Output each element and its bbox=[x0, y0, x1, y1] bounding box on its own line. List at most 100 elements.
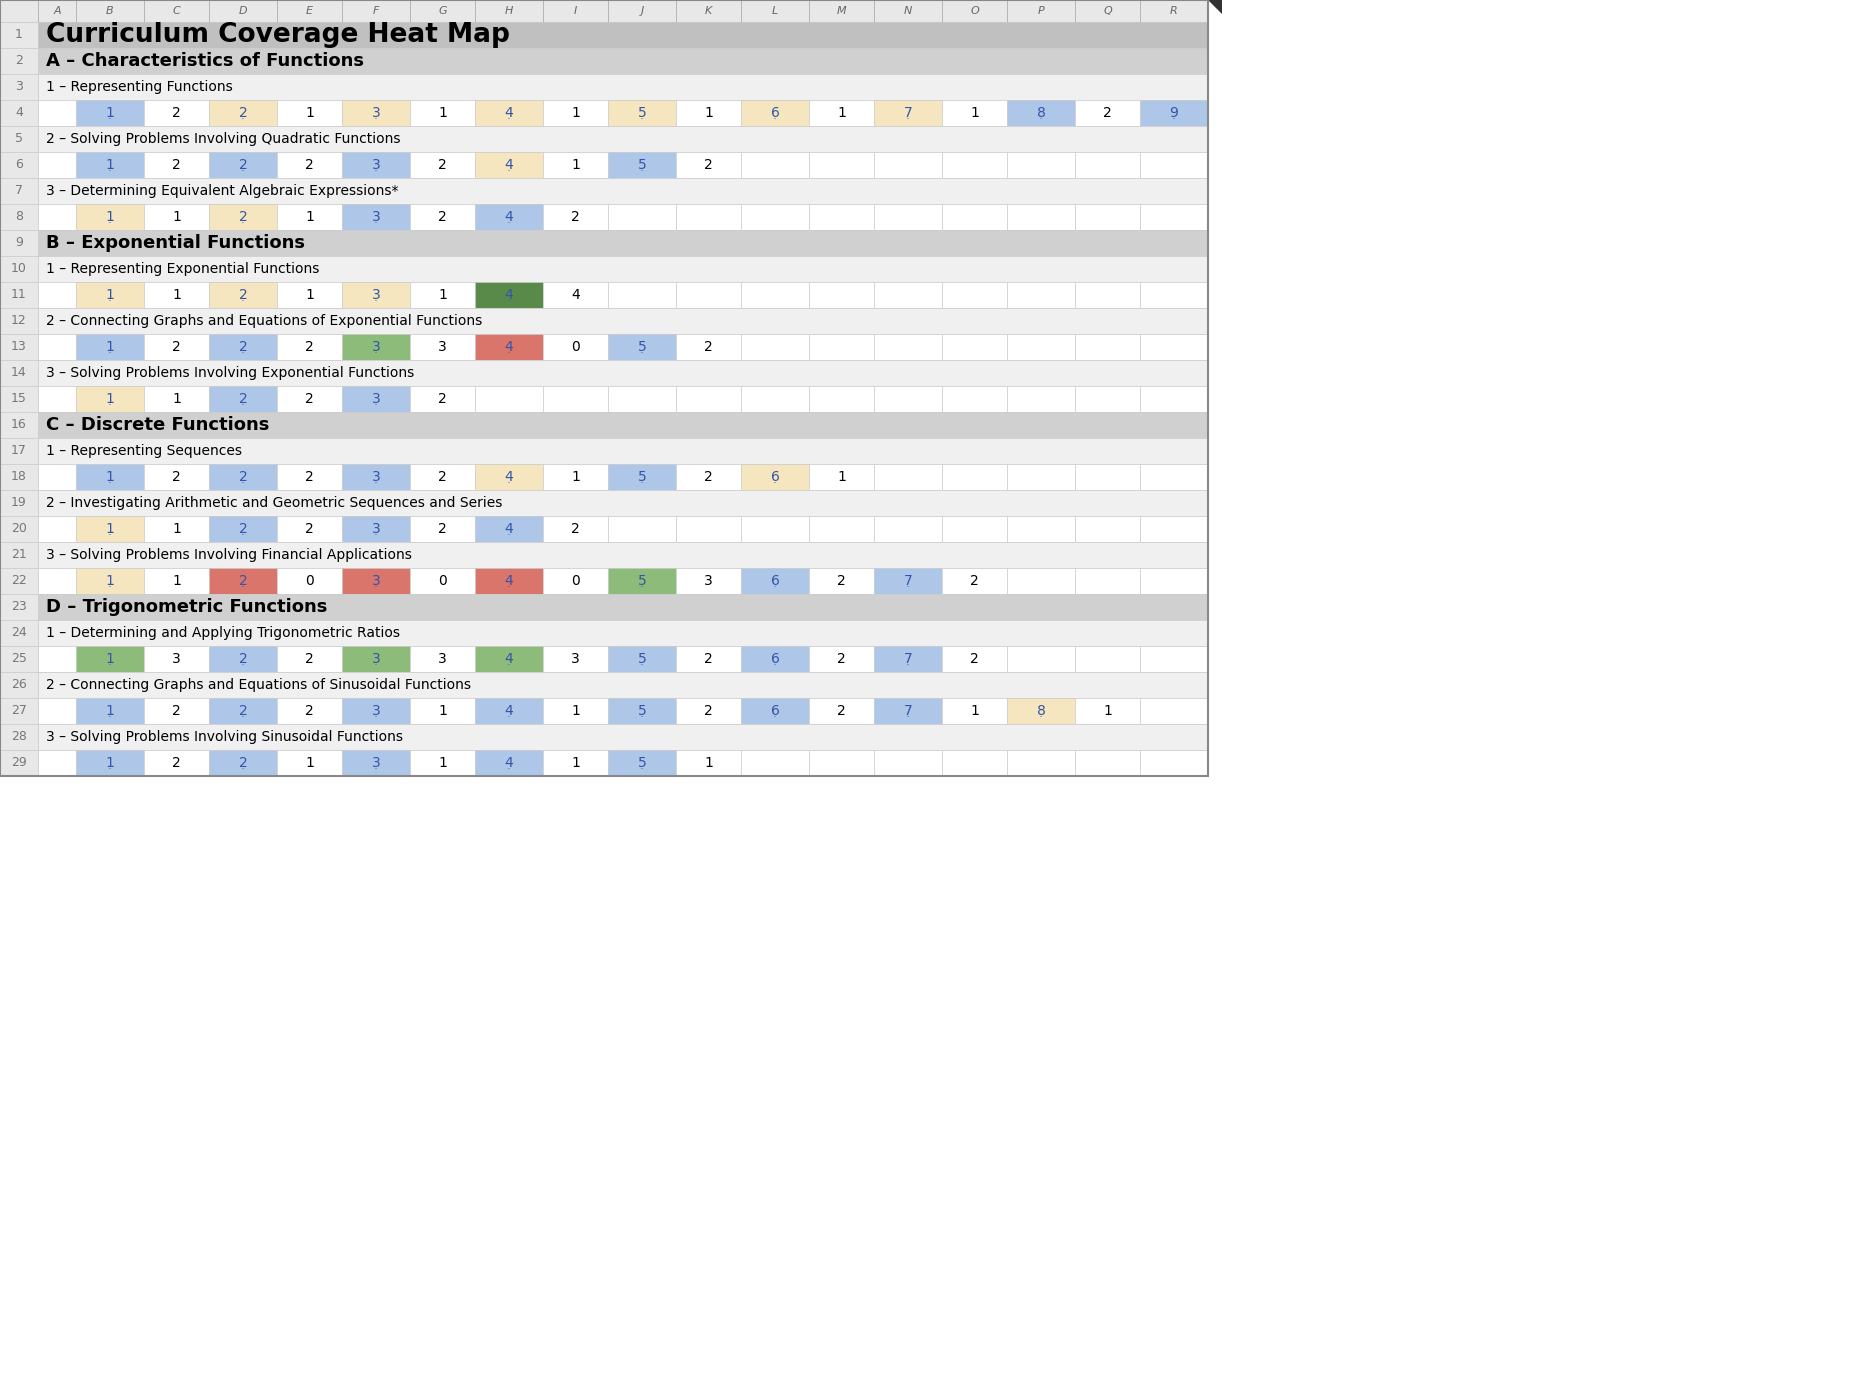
Bar bbox=[277, 516, 343, 542]
Text: 1: 1 bbox=[837, 471, 846, 484]
Text: 8: 8 bbox=[1037, 106, 1045, 120]
Text: 1 – Representing Exponential Functions: 1 – Representing Exponential Functions bbox=[47, 261, 320, 277]
Bar bbox=[1007, 387, 1075, 411]
Bar bbox=[1075, 568, 1140, 594]
Bar bbox=[410, 100, 475, 127]
Text: 2: 2 bbox=[438, 392, 447, 406]
Bar bbox=[874, 0, 942, 22]
Text: 1: 1 bbox=[970, 106, 979, 120]
Bar bbox=[543, 204, 608, 230]
Bar bbox=[37, 516, 1207, 542]
Bar bbox=[343, 100, 410, 127]
Bar bbox=[942, 568, 1007, 594]
Bar bbox=[144, 698, 210, 724]
Bar bbox=[210, 464, 277, 490]
Bar bbox=[741, 100, 809, 127]
Bar bbox=[210, 204, 277, 230]
Bar bbox=[543, 568, 608, 594]
Bar bbox=[0, 698, 37, 724]
Bar bbox=[475, 698, 543, 724]
Bar bbox=[37, 490, 1207, 516]
Bar bbox=[676, 698, 741, 724]
Text: 22: 22 bbox=[11, 575, 26, 588]
Text: 18: 18 bbox=[11, 471, 26, 483]
Bar bbox=[0, 438, 37, 464]
Text: 20: 20 bbox=[11, 523, 26, 535]
Text: 1: 1 bbox=[438, 288, 447, 301]
Bar bbox=[37, 387, 1207, 411]
Text: 1: 1 bbox=[172, 522, 182, 537]
Text: 1: 1 bbox=[172, 392, 182, 406]
Bar bbox=[942, 282, 1007, 308]
Bar bbox=[741, 0, 809, 22]
Bar bbox=[0, 387, 37, 411]
Text: P: P bbox=[1037, 6, 1045, 17]
Bar bbox=[277, 334, 343, 361]
Text: 2: 2 bbox=[970, 652, 979, 666]
Text: 11: 11 bbox=[11, 289, 26, 301]
Text: 3: 3 bbox=[438, 340, 447, 354]
Bar bbox=[410, 698, 475, 724]
Bar bbox=[676, 387, 741, 411]
Bar bbox=[277, 464, 343, 490]
Text: 17: 17 bbox=[11, 444, 26, 457]
Text: 5: 5 bbox=[638, 705, 646, 718]
Text: 3: 3 bbox=[373, 652, 380, 666]
Text: 3: 3 bbox=[704, 574, 713, 588]
Text: 3: 3 bbox=[438, 652, 447, 666]
Bar bbox=[942, 387, 1007, 411]
Bar bbox=[809, 464, 874, 490]
Bar bbox=[0, 100, 37, 127]
Text: 2: 2 bbox=[238, 340, 247, 354]
Bar bbox=[343, 0, 410, 22]
Text: 4: 4 bbox=[505, 340, 513, 354]
Text: 2: 2 bbox=[704, 705, 713, 718]
Bar bbox=[343, 645, 410, 671]
Bar bbox=[0, 411, 37, 438]
Bar bbox=[1075, 0, 1140, 22]
Text: 4: 4 bbox=[505, 158, 513, 172]
Bar bbox=[475, 568, 543, 594]
Bar bbox=[343, 282, 410, 308]
Text: D: D bbox=[240, 6, 247, 17]
Bar bbox=[608, 282, 676, 308]
Bar bbox=[1140, 151, 1207, 178]
Bar bbox=[608, 204, 676, 230]
Bar bbox=[0, 671, 37, 698]
Text: 0: 0 bbox=[571, 340, 580, 354]
Bar bbox=[410, 282, 475, 308]
Bar bbox=[1140, 698, 1207, 724]
Bar bbox=[1007, 282, 1075, 308]
Bar bbox=[210, 387, 277, 411]
Text: 1: 1 bbox=[571, 755, 580, 771]
Text: 1: 1 bbox=[105, 158, 114, 172]
Bar bbox=[37, 282, 1207, 308]
Bar bbox=[37, 464, 77, 490]
Text: 0: 0 bbox=[571, 574, 580, 588]
Text: 1: 1 bbox=[571, 106, 580, 120]
Bar bbox=[608, 334, 676, 361]
Bar bbox=[343, 516, 410, 542]
Bar bbox=[0, 594, 37, 621]
Bar bbox=[77, 204, 144, 230]
Bar bbox=[741, 645, 809, 671]
Text: 2: 2 bbox=[172, 340, 182, 354]
Text: 19: 19 bbox=[11, 497, 26, 509]
Bar bbox=[37, 204, 1207, 230]
Bar bbox=[37, 334, 1207, 361]
Text: 1: 1 bbox=[704, 106, 713, 120]
Bar bbox=[1075, 516, 1140, 542]
Bar bbox=[37, 750, 1207, 776]
Bar bbox=[37, 698, 77, 724]
Bar bbox=[37, 568, 77, 594]
Bar bbox=[942, 100, 1007, 127]
Bar bbox=[0, 490, 37, 516]
Text: 1: 1 bbox=[970, 705, 979, 718]
Bar bbox=[475, 282, 543, 308]
Bar bbox=[37, 0, 77, 22]
Bar bbox=[277, 282, 343, 308]
Bar bbox=[144, 568, 210, 594]
Text: 1: 1 bbox=[105, 288, 114, 301]
Text: 1: 1 bbox=[571, 471, 580, 484]
Text: 2: 2 bbox=[837, 652, 846, 666]
